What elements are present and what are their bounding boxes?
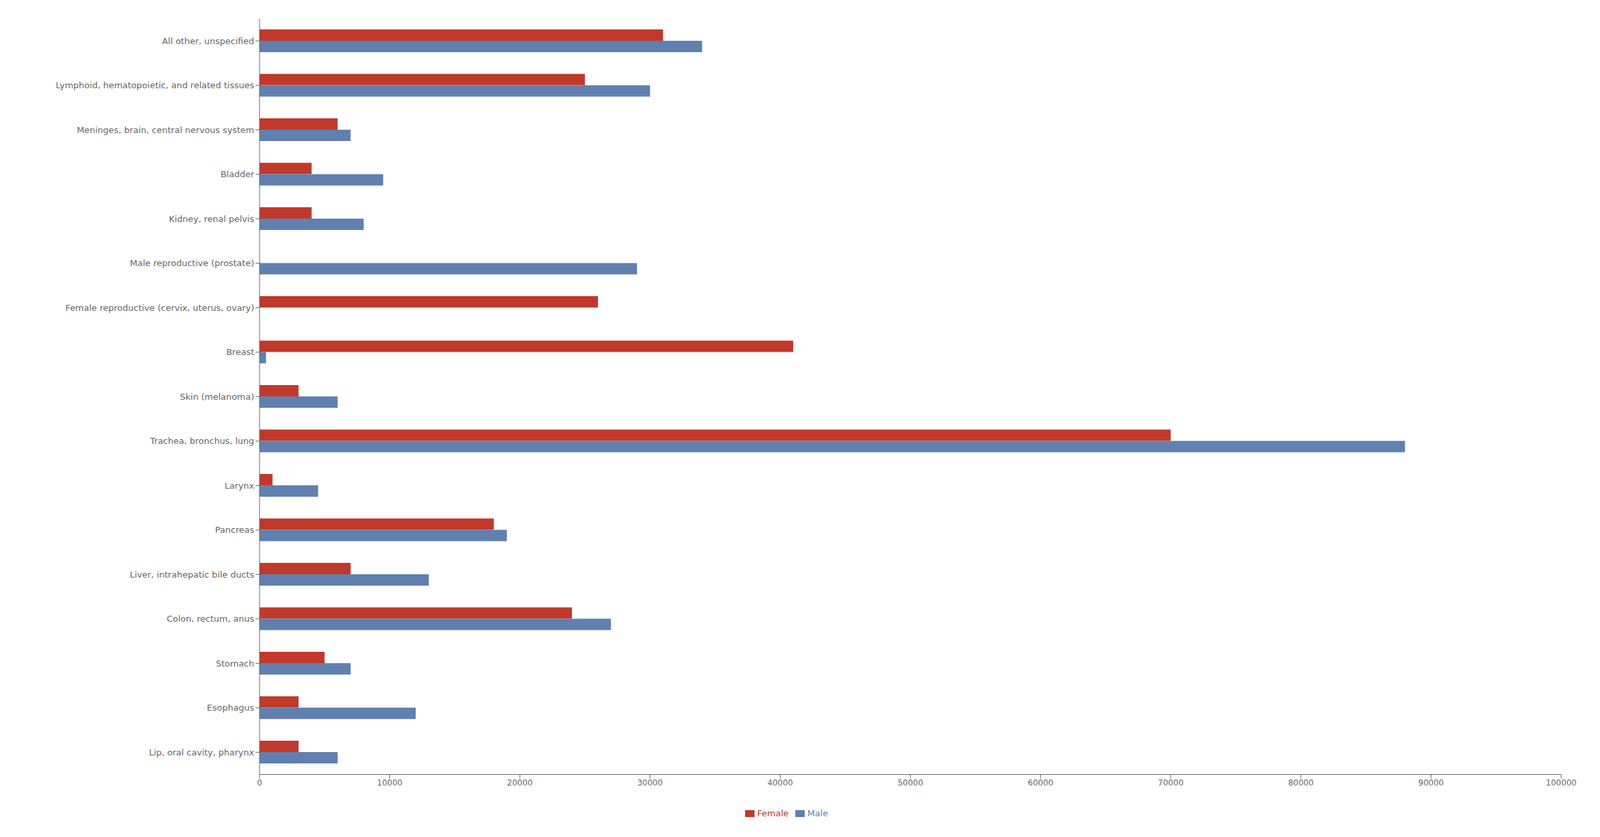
svg-text:Esophagus: Esophagus <box>206 703 255 714</box>
svg-text:50000: 50000 <box>897 778 924 788</box>
svg-text:60000: 60000 <box>1028 778 1054 788</box>
svg-text:40000: 40000 <box>767 778 793 788</box>
svg-text:70000: 70000 <box>1157 778 1184 788</box>
svg-text:Pancreas: Pancreas <box>215 525 255 536</box>
svg-text:Stomach: Stomach <box>216 658 255 669</box>
svg-text:90000: 90000 <box>1418 778 1444 788</box>
svg-text:Skin (melanoma): Skin (melanoma) <box>179 391 255 403</box>
svg-text:Colon, rectum, anus: Colon, rectum, anus <box>166 614 255 625</box>
svg-text:Male reproductive (prostate): Male reproductive (prostate) <box>129 258 255 269</box>
svg-text:Breast: Breast <box>226 347 255 358</box>
svg-text:Female reproductive (cervix, u: Female reproductive (cervix, uterus, ova… <box>65 303 255 314</box>
svg-text:30000: 30000 <box>637 778 663 788</box>
svg-text:0: 0 <box>256 778 263 788</box>
svg-text:20000: 20000 <box>507 778 533 788</box>
svg-text:Meninges, brain, central nervo: Meninges, brain, central nervous system <box>76 125 255 136</box>
html-text:Female: Female <box>757 808 789 819</box>
svg-text:100000: 100000 <box>1545 778 1577 788</box>
svg-text:Trachea, bronchus, lung: Trachea, bronchus, lung <box>149 436 255 447</box>
svg-text:Liver, intrahepatic bile ducts: Liver, intrahepatic bile ducts <box>129 569 255 580</box>
svg-text:Bladder: Bladder <box>220 169 255 180</box>
svg-text:10000: 10000 <box>377 778 403 788</box>
svg-text:Kidney, renal pelvis: Kidney, renal pelvis <box>168 214 255 225</box>
html-text:Male: Male <box>807 808 829 819</box>
svg-text:Lip, oral cavity, pharynx: Lip, oral cavity, pharynx <box>149 747 255 758</box>
svg-text:Lymphoid, hematopoietic, and r: Lymphoid, hematopoietic, and related tis… <box>55 80 255 91</box>
svg-text:80000: 80000 <box>1288 778 1314 788</box>
svg-text:All other, unspecified: All other, unspecified <box>161 36 255 47</box>
svg-text:Larynx: Larynx <box>224 480 255 491</box>
